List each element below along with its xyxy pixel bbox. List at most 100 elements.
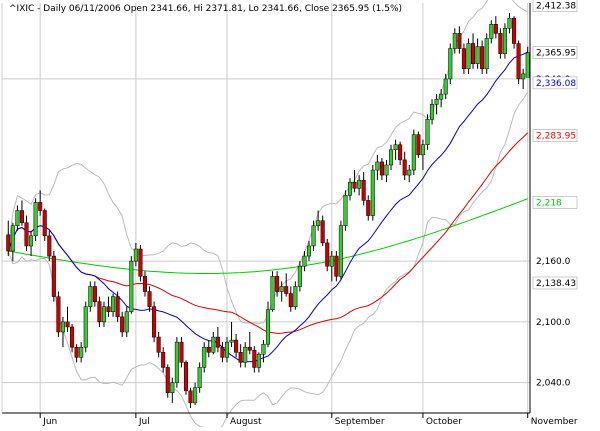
candle [379, 157, 384, 181]
candle-body [275, 276, 280, 292]
candle-body [252, 349, 257, 368]
candle [97, 296, 102, 327]
candle-body [329, 255, 334, 267]
candle-body [124, 311, 129, 333]
candle-body [293, 286, 298, 307]
candle-body [498, 33, 503, 54]
candle [65, 306, 70, 333]
candle-body [174, 341, 179, 383]
candle [88, 281, 93, 312]
candle-body [19, 210, 24, 223]
candle [183, 360, 189, 395]
candle-body [425, 119, 430, 145]
candle-body [238, 352, 243, 363]
candle-body [461, 48, 466, 70]
value-tag-box [532, 46, 578, 59]
value-tag-box [532, 196, 578, 209]
candle-body [270, 276, 275, 310]
candle [507, 13, 512, 34]
candle [512, 16, 517, 49]
candle-body [211, 336, 216, 353]
candle [434, 94, 439, 115]
candle-body [220, 346, 225, 358]
candle-body [361, 179, 366, 201]
candle [521, 68, 526, 90]
candle [174, 337, 179, 388]
value-tag-text: 2,336.08 [536, 79, 576, 89]
ma200-line [8, 198, 528, 274]
candle-body [74, 346, 79, 358]
candle-body [138, 248, 143, 277]
candle [366, 195, 371, 221]
candle-body [480, 46, 485, 70]
candle-layer [6, 13, 530, 408]
candle-body [42, 210, 47, 237]
candle [502, 23, 507, 59]
candle-body [320, 220, 325, 244]
candle [302, 251, 307, 272]
candle [393, 139, 398, 160]
candle [461, 43, 466, 74]
candle-body [60, 321, 65, 333]
candle-body [101, 306, 106, 323]
candle [101, 301, 106, 327]
value-tag-ma50: 2,283.95 [532, 129, 578, 142]
candle [493, 16, 498, 39]
candle [206, 340, 211, 358]
candle [398, 141, 403, 165]
candle-body [507, 17, 512, 29]
candle-body [443, 78, 448, 95]
candle [6, 220, 11, 257]
candle [142, 271, 148, 297]
candle [480, 40, 485, 74]
candle [466, 38, 471, 74]
candle [252, 346, 257, 373]
candle [47, 230, 52, 262]
candle-body [247, 346, 252, 351]
candle [197, 362, 202, 393]
candle-body [6, 234, 11, 252]
candle-body [512, 17, 517, 44]
candle-body [420, 144, 425, 156]
candle [375, 154, 380, 181]
candle [211, 332, 216, 355]
candle-body [370, 169, 375, 216]
candle [284, 273, 289, 297]
candle [357, 175, 362, 196]
value-tag-box [532, 76, 578, 90]
candle-body [343, 195, 348, 226]
candle [138, 244, 143, 282]
candle-body [79, 346, 84, 358]
candle [334, 251, 339, 282]
candle [288, 286, 293, 312]
candle-body [379, 161, 384, 176]
candle-body [15, 210, 20, 226]
value-tag-text: 2,365.95 [536, 49, 576, 59]
candle-body [388, 149, 394, 166]
value-tag-text: 2,218 [536, 198, 562, 208]
candle [42, 208, 47, 241]
candle [79, 342, 84, 363]
candle [170, 377, 175, 403]
candle-body [366, 200, 371, 216]
candle-body [106, 306, 111, 313]
candle [133, 242, 138, 267]
candle-body [243, 346, 248, 363]
candle [338, 220, 343, 280]
candle [416, 131, 421, 158]
candle-body [88, 286, 93, 307]
candle [311, 220, 316, 252]
candle-body [452, 33, 457, 49]
candle [74, 344, 79, 363]
candle-body [234, 339, 239, 353]
candle-body [402, 159, 407, 176]
candle-body [188, 390, 193, 404]
value-tag-bb-upper: 2,412.38 [532, 0, 578, 12]
candle-body [33, 202, 38, 237]
candle [19, 200, 24, 226]
candle [156, 332, 161, 358]
y-tick-label: 2,100.0 [536, 318, 571, 328]
value-tag-text: 2,138.43 [536, 279, 576, 289]
candle-body [306, 245, 312, 257]
